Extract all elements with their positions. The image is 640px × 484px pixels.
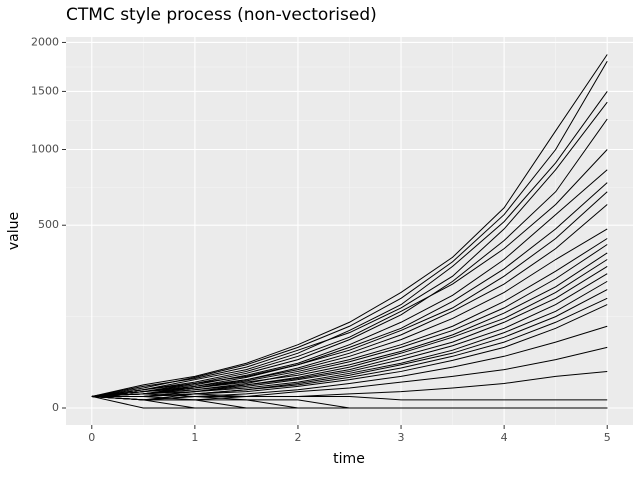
x-axis-label: time bbox=[333, 451, 365, 467]
series-line bbox=[91, 346, 608, 401]
y-tick-label: 1000 bbox=[31, 143, 59, 156]
series-line bbox=[91, 252, 608, 397]
y-tick-label: 500 bbox=[38, 218, 59, 231]
series-line bbox=[91, 118, 608, 397]
series-line bbox=[91, 149, 608, 397]
x-tick-label: 2 bbox=[294, 431, 301, 444]
series-line bbox=[91, 393, 608, 409]
series-line bbox=[91, 191, 608, 397]
series-line bbox=[91, 265, 608, 397]
series-line bbox=[91, 169, 608, 397]
y-tick-label: 2000 bbox=[31, 35, 59, 48]
series-line bbox=[91, 91, 608, 397]
x-tick-label: 5 bbox=[604, 431, 611, 444]
y-axis-label: value bbox=[6, 212, 22, 250]
x-tick-label: 1 bbox=[191, 431, 198, 444]
series-line bbox=[91, 238, 608, 397]
series-line bbox=[91, 273, 608, 397]
x-tick-label: 3 bbox=[398, 431, 405, 444]
series-line bbox=[91, 228, 608, 397]
y-tick-label: 1500 bbox=[31, 84, 59, 97]
series-line bbox=[91, 54, 608, 397]
x-tick-label: 4 bbox=[501, 431, 508, 444]
series-line bbox=[91, 393, 608, 401]
x-tick-label: 0 bbox=[88, 431, 95, 444]
series-line bbox=[91, 101, 608, 397]
chart-title: CTMC style process (non-vectorised) bbox=[66, 5, 377, 25]
series-line bbox=[91, 280, 608, 397]
y-tick-label: 0 bbox=[52, 401, 59, 414]
